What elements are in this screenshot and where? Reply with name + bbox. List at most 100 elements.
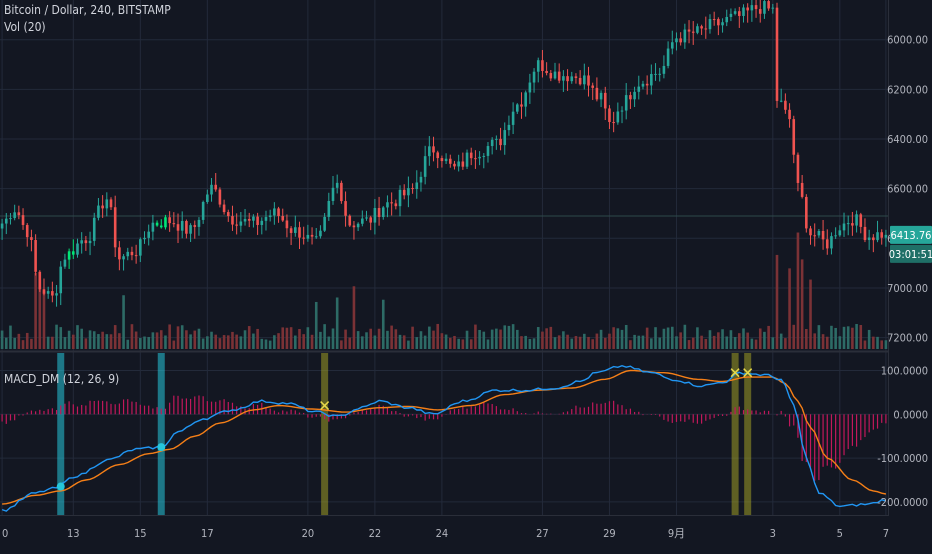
candle-body xyxy=(763,1,766,14)
candle-body xyxy=(289,228,293,233)
candle-body xyxy=(214,184,218,190)
volume-bar xyxy=(197,328,201,349)
candle-body xyxy=(365,217,368,219)
candle-body xyxy=(708,19,712,30)
macd-axis-label: 0.0000 xyxy=(893,408,928,421)
candle-body xyxy=(591,85,594,88)
volume-bar xyxy=(763,331,766,349)
time-axis-label: 0 xyxy=(2,527,8,540)
volume-bar xyxy=(59,327,63,349)
volume-bar xyxy=(792,324,796,349)
volume-bar xyxy=(42,290,46,349)
candle-body xyxy=(675,38,678,43)
volume-bar xyxy=(235,334,238,349)
volume-bar xyxy=(176,326,180,349)
volume-bar xyxy=(700,335,703,349)
price-axis-label: 6200.00 xyxy=(887,83,928,96)
candle-body xyxy=(805,196,808,229)
volume-bar xyxy=(180,325,184,349)
price-axis-bg xyxy=(889,0,932,550)
volume-bar xyxy=(696,327,699,349)
candle-body xyxy=(428,146,431,157)
volume-bar xyxy=(38,279,42,349)
candle-body xyxy=(754,5,758,10)
volume-bar xyxy=(210,331,213,349)
volume-bar xyxy=(570,338,574,349)
volume-bar xyxy=(658,337,662,349)
volume-bar xyxy=(92,331,96,349)
volume-bar xyxy=(800,259,804,349)
candle-body xyxy=(4,218,8,224)
symbol-title: Bitcoin / Dollar, 240, BITSTAMP xyxy=(4,3,171,17)
candle-body xyxy=(159,225,163,228)
candle-body xyxy=(231,216,234,225)
candle-body xyxy=(645,83,649,86)
volume-bar xyxy=(348,337,352,349)
volume-bar xyxy=(503,325,507,349)
time-axis-label: 29 xyxy=(603,527,616,540)
volume-bar xyxy=(645,327,649,349)
volume-bar xyxy=(872,336,875,349)
volume-bar xyxy=(214,334,218,349)
volume-bar xyxy=(344,329,347,349)
candle-body xyxy=(662,65,666,74)
volume-bar xyxy=(654,327,657,349)
cross-band xyxy=(157,353,165,515)
volume-bar xyxy=(319,331,322,349)
volume-bar xyxy=(545,328,548,349)
volume-bar xyxy=(825,336,829,349)
volume-bar xyxy=(733,337,737,349)
volume-bar xyxy=(821,334,825,349)
volume-bar xyxy=(553,337,557,349)
candle-body xyxy=(21,215,25,225)
candle-body xyxy=(423,156,427,177)
volume-bar xyxy=(30,338,33,349)
macd-axis-label: -200.0000 xyxy=(877,496,928,509)
volume-bar xyxy=(469,339,473,349)
candle-body xyxy=(88,240,92,244)
volume-bar xyxy=(352,286,356,349)
candle-body xyxy=(842,223,846,231)
candle-body xyxy=(867,237,871,241)
candle-body xyxy=(189,225,192,234)
candle-body xyxy=(650,73,653,86)
candle-body xyxy=(796,154,800,183)
candle-body xyxy=(436,152,440,159)
volume-bar xyxy=(285,327,289,349)
volume-bar xyxy=(365,332,368,349)
candle-body xyxy=(821,230,825,240)
volume-bars xyxy=(0,232,888,349)
time-axis-label: 27 xyxy=(536,527,549,540)
candle-body xyxy=(38,271,42,290)
candle-body xyxy=(352,225,356,228)
volume-bar xyxy=(817,325,821,349)
candle-body xyxy=(520,104,523,107)
candle-body xyxy=(13,212,16,219)
volume-bar xyxy=(423,335,427,349)
volume-bar xyxy=(717,332,720,349)
candle-body xyxy=(704,28,708,30)
volume-bar xyxy=(377,328,381,349)
volume-bar xyxy=(155,332,159,349)
volume-bar xyxy=(411,326,414,349)
candle-body xyxy=(432,146,435,153)
volume-bar xyxy=(603,337,607,349)
countdown-value: 03:01:51 xyxy=(889,248,932,261)
volume-bar xyxy=(356,331,360,349)
candle-body xyxy=(507,124,511,131)
time-axis-label: 9月 xyxy=(668,527,685,540)
candle-body xyxy=(25,224,29,238)
cross-dot xyxy=(56,482,65,491)
volume-bar xyxy=(712,335,716,349)
volume-bar xyxy=(691,337,695,349)
volume-bar xyxy=(541,331,544,349)
volume-bar xyxy=(524,335,527,349)
candle-body xyxy=(197,219,201,227)
volume-bar xyxy=(867,329,871,349)
candle-body xyxy=(457,161,460,167)
volume-bar xyxy=(599,329,603,349)
volume-bar xyxy=(46,336,50,349)
